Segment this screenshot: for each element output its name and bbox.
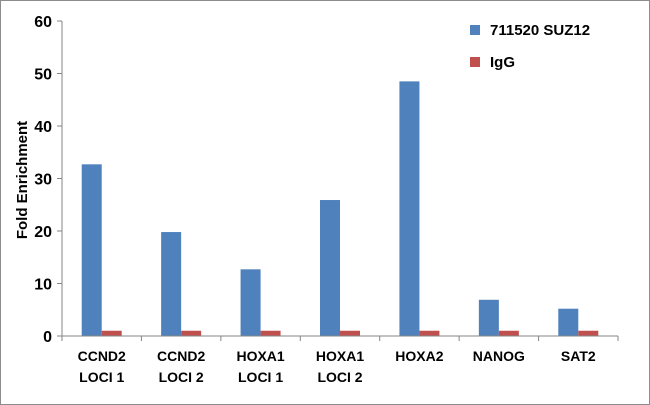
bar-igg [498, 330, 519, 336]
x-tick-label: LOCI 1 [79, 369, 124, 385]
bar-suz12 [240, 269, 261, 336]
y-tick-label: 10 [34, 277, 52, 294]
bar-igg [260, 330, 281, 336]
legend-swatch [470, 25, 480, 35]
x-tick-label: LOCI 2 [159, 369, 204, 385]
x-axis: CCND2 LOCI 1 CCND2 LOCI 2 HOXA1 LOCI 1 HOXA1 LO… [61, 335, 619, 385]
bar-igg [101, 330, 122, 336]
y-tick-label: 50 [34, 67, 52, 84]
x-tick-label: NANOG [473, 348, 525, 364]
x-tick-label: CCND2 [78, 348, 126, 364]
y-tick-label: 40 [34, 119, 52, 136]
bar-igg [419, 330, 440, 336]
x-tick-label: HOXA1 [236, 348, 284, 364]
x-tick-label: LOCI 2 [317, 369, 362, 385]
bar-suz12 [399, 81, 420, 336]
legend-label: IgG [490, 54, 515, 71]
bar-suz12 [161, 232, 182, 336]
legend-swatch [470, 57, 480, 67]
y-tick-label: 0 [43, 329, 52, 346]
y-tick-label: 20 [34, 224, 52, 241]
bars [81, 81, 599, 336]
bar-suz12 [81, 164, 102, 336]
y-axis-title: Fold Enrichment [14, 121, 31, 239]
bar-igg [181, 330, 202, 336]
y-axis: 0 10 20 30 40 50 60 [34, 14, 63, 346]
bar-suz12 [478, 299, 499, 336]
bar-igg [578, 330, 599, 336]
x-tick-label: HOXA1 [316, 348, 364, 364]
bar-suz12 [558, 308, 579, 336]
x-tick-label: HOXA2 [395, 348, 443, 364]
x-tick-label: SAT2 [561, 348, 596, 364]
bar-igg [340, 330, 360, 336]
bar-suz12 [320, 200, 340, 336]
legend: 711520 SUZ12 IgG [470, 22, 590, 71]
y-tick-label: 30 [34, 172, 52, 189]
y-tick-label: 60 [34, 14, 52, 31]
x-tick-label: CCND2 [157, 348, 205, 364]
legend-label: 711520 SUZ12 [490, 22, 590, 39]
x-tick-label: LOCI 1 [238, 369, 283, 385]
